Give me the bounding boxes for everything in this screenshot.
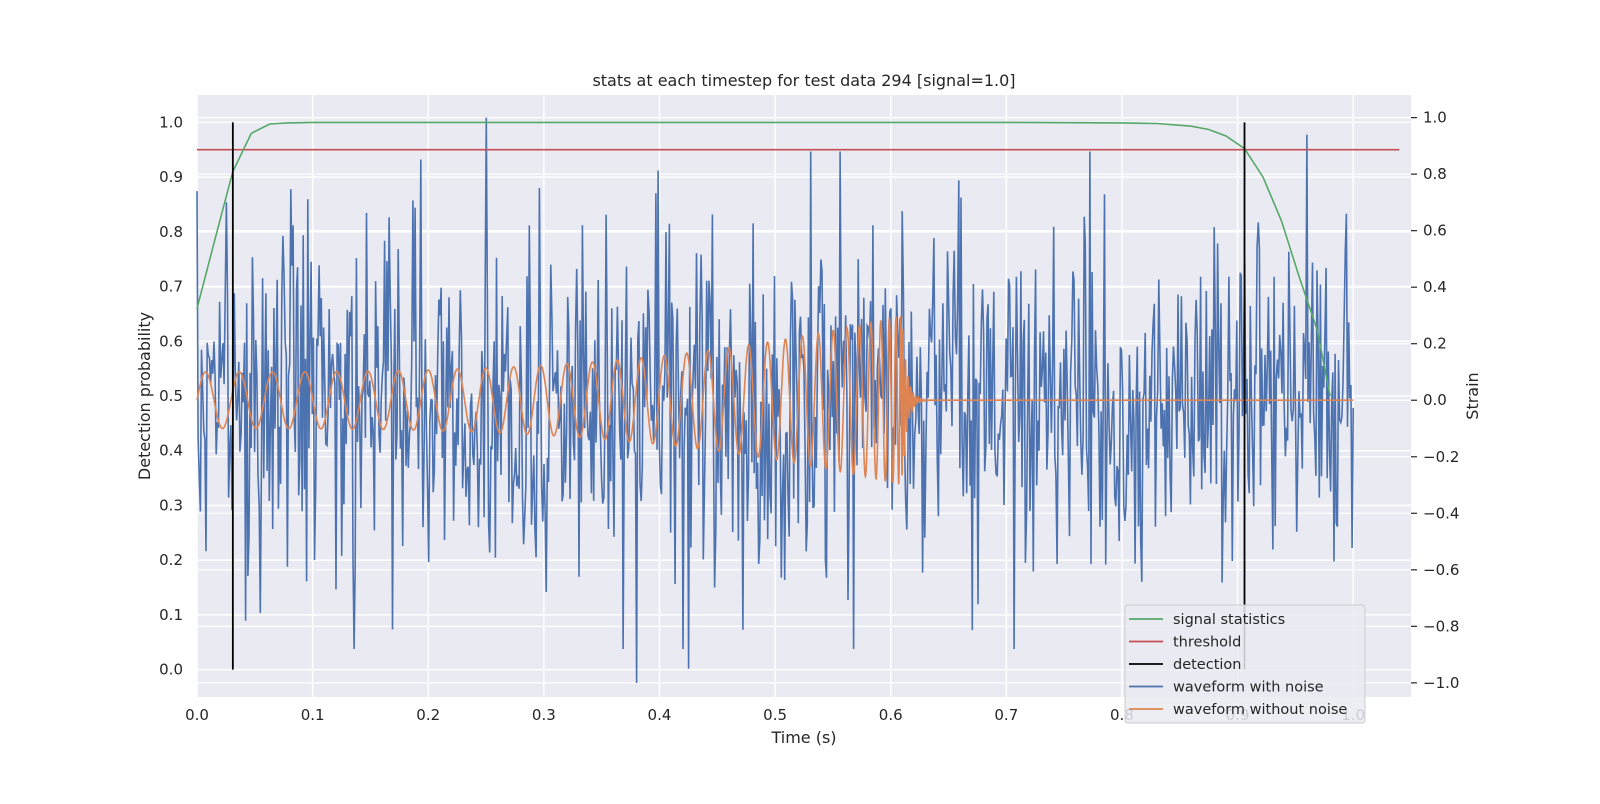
y-tick-label-left: 0.7	[159, 278, 183, 296]
legend-label: threshold	[1173, 635, 1241, 651]
y-tick-label-right: −0.4	[1423, 504, 1459, 522]
y-tick-label-right: −1.0	[1423, 674, 1459, 692]
y-tick-label-right: 0.6	[1423, 222, 1447, 240]
y-tick-label-left: 0.1	[159, 606, 183, 624]
x-axis-label: Time (s)	[770, 728, 836, 747]
series-layer	[196, 117, 1400, 683]
y-tick-label-right: 0.4	[1423, 278, 1447, 296]
y-tick-label-left: 0.6	[159, 332, 183, 350]
legend-label: waveform with noise	[1173, 680, 1324, 696]
y-tick-label-right: 1.0	[1423, 109, 1447, 127]
x-tick-label: 0.0	[185, 706, 209, 724]
y-tick-label-right: 0.0	[1423, 391, 1447, 409]
x-tick-label: 0.7	[994, 706, 1018, 724]
y-tick-label-left: 0.3	[159, 496, 183, 514]
series-signal-statistics	[196, 121, 1331, 397]
chart-title: stats at each timestep for test data 294…	[592, 71, 1015, 90]
y-tick-label-right: −0.2	[1423, 448, 1459, 466]
x-tick-label: 0.3	[532, 706, 556, 724]
legend: signal statistics threshold detection wavef…	[1124, 604, 1366, 724]
series-waveform-without-noise	[196, 315, 1354, 485]
x-tick-label: 0.6	[879, 706, 903, 724]
x-tick-label: 0.5	[763, 706, 787, 724]
y-tick-label-right: 0.2	[1423, 335, 1447, 353]
y-tick-label-right: 0.8	[1423, 165, 1447, 183]
legend-box	[1124, 604, 1366, 724]
x-tick-label: 0.4	[648, 706, 672, 724]
y-tick-label-right: −0.8	[1423, 617, 1459, 635]
legend-label: waveform without noise	[1173, 702, 1347, 718]
y-tick-label-left: 1.0	[159, 113, 183, 131]
y-tick-label-left: 0.8	[159, 223, 183, 241]
x-tick-label: 0.1	[301, 706, 325, 724]
y-tick-label-left: 0.4	[159, 442, 183, 460]
y-axis-label-right: Strain	[1463, 372, 1482, 419]
y-tick-label-left: 0.0	[159, 661, 183, 679]
legend-label: signal statistics	[1173, 612, 1285, 628]
y-tick-label-right: −0.6	[1423, 561, 1459, 579]
legend-label: detection	[1173, 657, 1241, 673]
y-tick-label-left: 0.5	[159, 387, 183, 405]
y-tick-label-left: 0.2	[159, 551, 183, 569]
y-axis-label-left: Detection probability	[135, 312, 154, 480]
series-waveform-with-noise	[196, 117, 1354, 683]
x-tick-label: 0.2	[416, 706, 440, 724]
y-tick-label-left: 0.9	[159, 168, 183, 186]
